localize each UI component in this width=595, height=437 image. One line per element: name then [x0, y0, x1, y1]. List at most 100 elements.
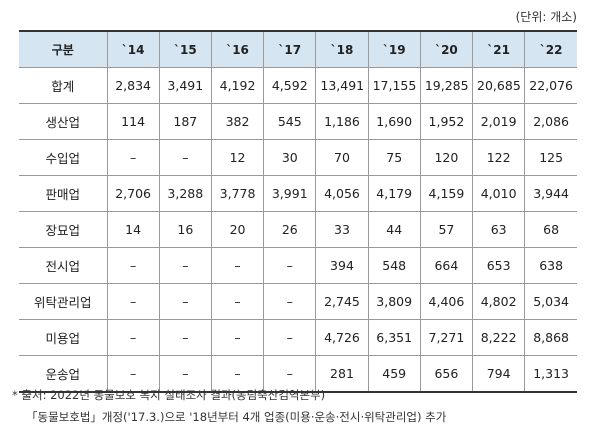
table-row: 운송업 – – – –281 459 656 794 1,313: [19, 355, 577, 393]
table-cell: –: [158, 283, 212, 320]
table-cell: –: [158, 247, 212, 284]
table-cell: 3,944: [524, 175, 577, 212]
table-cell: –: [106, 247, 160, 284]
table-cell: 1,186: [315, 103, 369, 140]
column-header-year: `18: [315, 30, 369, 68]
table-cell: 664: [419, 247, 474, 284]
table-row: 위탁관리업 – – – –2,745 3,809 4,406 4,802 5,034: [19, 283, 577, 320]
table-cell: –: [106, 283, 160, 320]
table-cell: 394: [315, 247, 369, 284]
table-cell: 4,010: [472, 175, 526, 212]
table-cell: 114: [106, 103, 160, 140]
table-cell: 2,086: [524, 103, 577, 140]
table-cell: 4,056: [315, 175, 369, 212]
table-cell: –: [106, 355, 160, 393]
row-header-category: 생산업: [19, 103, 108, 140]
table-cell: 4,179: [367, 175, 421, 212]
table-header-row: 구분 `14 `15 `16 `17 `18 `19 `20 `21 `22: [19, 30, 577, 68]
table-body: 합계 2,834 3,491 4,192 4,592 13,491 17,155 19,285…: [19, 67, 577, 393]
table-cell: 4,192: [210, 67, 265, 104]
table-cell: 459: [367, 355, 421, 393]
table-cell: 3,991: [263, 175, 317, 212]
table-cell: –: [210, 247, 265, 284]
table-cell: –: [158, 139, 212, 176]
table-cell: 13,491: [315, 67, 369, 104]
table-cell: 382: [210, 103, 265, 140]
column-header-year: `17: [263, 30, 317, 68]
table-cell: 20: [210, 211, 265, 248]
source-note: * 출처: 2022년 동물보호 복지 실태조사 결과(농림축산검역본부): [12, 388, 326, 402]
table-cell: 187: [158, 103, 212, 140]
table-cell: 656: [419, 355, 474, 393]
table-row: 합계 2,834 3,491 4,192 4,592 13,491 17,155 19,285…: [19, 67, 577, 104]
row-header-category: 장묘업: [19, 211, 108, 248]
row-header-category: 미용업: [19, 319, 108, 356]
table-cell: 794: [472, 355, 526, 393]
footnotes: * 출처: 2022년 동물보호 복지 실태조사 결과(농림축산검역본부) 「동…: [12, 384, 446, 428]
table-cell: 2,834: [106, 67, 160, 104]
table-cell: 17,155: [367, 67, 421, 104]
table-cell: 8,868: [524, 319, 577, 356]
unit-label: (단위: 개소): [515, 10, 577, 24]
table-cell: 5,034: [524, 283, 577, 320]
table-cell: –: [263, 247, 317, 284]
row-header-category: 수입업: [19, 139, 108, 176]
table-cell: 12: [210, 139, 265, 176]
column-header-year: `16: [210, 30, 265, 68]
table-cell: 545: [263, 103, 317, 140]
table-cell: –: [106, 139, 160, 176]
table-cell: 70: [315, 139, 369, 176]
table-row: 생산업 114 187 382 545 1,186 1,690 1,952 2,019 2,086: [19, 103, 577, 140]
row-header-category: 합계: [19, 67, 108, 104]
table-cell: –: [263, 319, 317, 356]
column-header-category: 구분: [19, 30, 108, 68]
table-cell: 19,285: [419, 67, 474, 104]
table-cell: 638: [524, 247, 577, 284]
table-cell: 63: [472, 211, 526, 248]
table-cell: 68: [524, 211, 577, 248]
row-header-category: 전시업: [19, 247, 108, 284]
column-header-year: `20: [419, 30, 474, 68]
table-cell: 2,019: [472, 103, 526, 140]
table-cell: 125: [524, 139, 577, 176]
column-header-year: `19: [367, 30, 421, 68]
table-cell: 4,802: [472, 283, 526, 320]
table-cell: 120: [419, 139, 474, 176]
table-cell: 20,685: [472, 67, 526, 104]
table-cell: 3,778: [210, 175, 265, 212]
table-cell: 122: [472, 139, 526, 176]
table-cell: 3,809: [367, 283, 421, 320]
table-cell: 16: [158, 211, 212, 248]
table-cell: 2,745: [315, 283, 369, 320]
table-cell: 4,592: [263, 67, 317, 104]
table-cell: –: [210, 283, 265, 320]
amendment-note: 「동물보호법」개정('17.3.)으로 '18년부터 4개 업종(미용·운송·전…: [26, 410, 447, 424]
table-cell: 653: [472, 247, 526, 284]
table-cell: 548: [367, 247, 421, 284]
table-cell: 30: [263, 139, 317, 176]
table-cell: 3,491: [158, 67, 212, 104]
table-cell: –: [158, 319, 212, 356]
table-cell: 4,726: [315, 319, 369, 356]
table-cell: 14: [106, 211, 160, 248]
table-row: 수입업 – –12 30 70 75 120 122 125: [19, 139, 577, 176]
table-cell: 4,159: [419, 175, 474, 212]
table-cell: 1,690: [367, 103, 421, 140]
table-cell: 2,706: [106, 175, 160, 212]
table-row: 전시업 – – – –394 548 664 653 638: [19, 247, 577, 284]
table-cell: –: [263, 283, 317, 320]
column-header-year: `14: [106, 30, 160, 68]
table-row: 미용업 – – – –4,726 6,351 7,271 8,222 8,868: [19, 319, 577, 356]
table-cell: 1,952: [419, 103, 474, 140]
table-cell: 33: [315, 211, 369, 248]
table-cell: 7,271: [419, 319, 474, 356]
table-cell: –: [210, 319, 265, 356]
row-header-category: 위탁관리업: [19, 283, 108, 320]
table-cell: –: [158, 355, 212, 393]
table-cell: –: [210, 355, 265, 393]
table-cell: –: [106, 319, 160, 356]
table-cell: 6,351: [367, 319, 421, 356]
table-cell: 8,222: [472, 319, 526, 356]
table-row: 장묘업 14 16 20 26 33 44 57 63 68: [19, 211, 577, 248]
column-header-year: `15: [158, 30, 212, 68]
